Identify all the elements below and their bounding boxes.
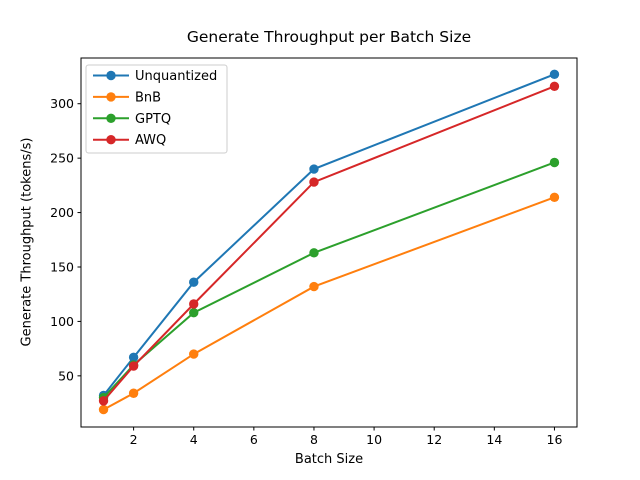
- x-tick-label: 16: [547, 432, 563, 447]
- series-marker-gptq: [309, 248, 319, 258]
- legend-label: BnB: [135, 90, 161, 105]
- x-tick-label: 8: [310, 432, 318, 447]
- series-marker-bnb: [98, 404, 109, 415]
- series-marker-bnb: [189, 349, 199, 359]
- series-marker-unquantized: [549, 69, 560, 80]
- legend-label: GPTQ: [135, 112, 171, 127]
- y-tick-label: 100: [50, 314, 74, 329]
- y-tick-label: 150: [50, 259, 74, 274]
- series-marker-unquantized: [309, 164, 319, 174]
- series-marker-bnb: [128, 388, 139, 398]
- chart-title: Generate Throughput per Batch Size: [186, 28, 472, 46]
- legend-box: [85, 64, 228, 154]
- x-tick-label: 6: [250, 432, 258, 447]
- series-marker-bnb: [309, 281, 319, 292]
- series-marker-awq: [189, 299, 199, 309]
- series-marker-unquantized: [189, 277, 199, 287]
- series-marker-awq: [98, 396, 109, 406]
- series-marker-gptq: [549, 157, 560, 168]
- x-tick-label: 4: [190, 432, 198, 447]
- y-axis-label: Generate Throughput (tokens/s): [19, 137, 35, 347]
- series-marker-awq: [128, 361, 139, 371]
- x-tick-label: 12: [426, 432, 442, 447]
- y-tick-label: 300: [50, 96, 74, 111]
- series-marker-awq: [309, 177, 319, 187]
- y-tick-label: 250: [50, 151, 74, 166]
- x-tick-label: 2: [130, 432, 138, 447]
- series-marker-awq: [549, 81, 560, 92]
- x-tick-label: 14: [486, 432, 502, 447]
- y-tick-label: 50: [58, 368, 74, 383]
- legend-marker-sample: [106, 113, 116, 124]
- series-marker-gptq: [189, 308, 199, 318]
- legend-label: AWQ: [135, 133, 166, 148]
- legend-marker-sample: [106, 70, 116, 81]
- legend-marker-sample: [106, 92, 116, 102]
- y-tick-label: 200: [50, 205, 74, 220]
- series-marker-bnb: [549, 192, 560, 203]
- legend-marker-sample: [106, 135, 116, 145]
- x-axis-label: Batch Size: [294, 452, 364, 467]
- legend-label: Unquantized: [135, 69, 217, 84]
- series-marker-unquantized: [128, 352, 139, 363]
- x-tick-label: 10: [366, 432, 382, 447]
